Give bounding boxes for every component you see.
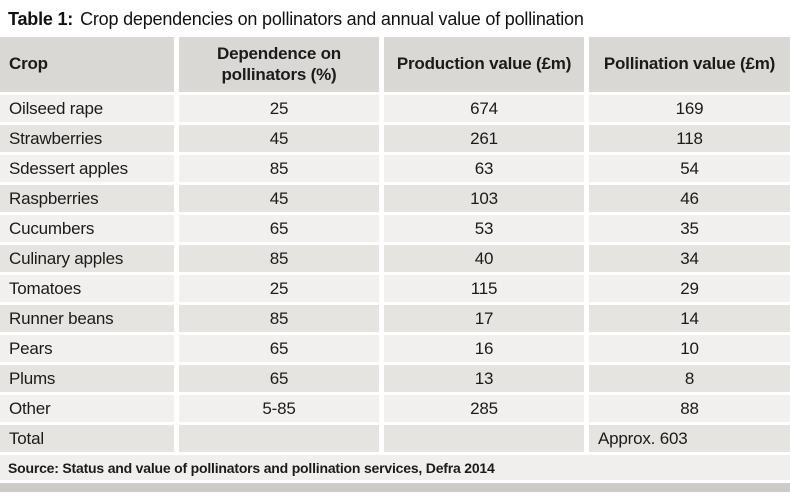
cell-pollination: 118 xyxy=(589,125,790,152)
cell-production: 261 xyxy=(384,125,584,152)
column-header-production-value: Production value (£m) xyxy=(384,37,584,92)
cell-production: 63 xyxy=(384,155,584,182)
table-row: Strawberries 45 261 118 xyxy=(0,125,790,152)
table-title-text: Crop dependencies on pollinators and ann… xyxy=(80,9,584,29)
cell-production: 53 xyxy=(384,215,584,242)
cell-dependence: 65 xyxy=(179,215,379,242)
cell-crop: Runner beans xyxy=(0,305,174,332)
cell-crop: Cucumbers xyxy=(0,215,174,242)
cell-pollination: 10 xyxy=(589,335,790,362)
table-row: Other 5-85 285 88 xyxy=(0,395,790,422)
table-row: Pears 65 16 10 xyxy=(0,335,790,362)
column-header-crop: Crop xyxy=(0,37,174,92)
cell-dependence: 25 xyxy=(179,275,379,302)
cell-crop: Raspberries xyxy=(0,185,174,212)
table-row: Runner beans 85 17 14 xyxy=(0,305,790,332)
cell-pollination: 35 xyxy=(589,215,790,242)
cell-dependence: 5-85 xyxy=(179,395,379,422)
cell-pollination: 169 xyxy=(589,95,790,122)
cell-pollination: 54 xyxy=(589,155,790,182)
column-header-dependence: Dependence on pollinators (%) xyxy=(179,37,379,92)
cell-crop: Other xyxy=(0,395,174,422)
cell-pollination: Approx. 603 xyxy=(589,425,790,452)
cell-dependence: 65 xyxy=(179,335,379,362)
table-body: Oilseed rape 25 674 169 Strawberries 45 261 118… xyxy=(0,95,790,452)
cell-pollination: 14 xyxy=(589,305,790,332)
cell-crop: Pears xyxy=(0,335,174,362)
cell-production: 40 xyxy=(384,245,584,272)
table-row: Total Approx. 603 xyxy=(0,425,790,452)
cell-crop: Culinary apples xyxy=(0,245,174,272)
cell-pollination: 88 xyxy=(589,395,790,422)
cell-dependence: 85 xyxy=(179,305,379,332)
cell-production xyxy=(384,425,584,452)
cell-production: 13 xyxy=(384,365,584,392)
column-header-pollination-value: Pollination value (£m) xyxy=(589,37,790,92)
cell-pollination: 29 xyxy=(589,275,790,302)
cell-crop: Tomatoes xyxy=(0,275,174,302)
cell-production: 16 xyxy=(384,335,584,362)
cell-dependence xyxy=(179,425,379,452)
cell-dependence: 85 xyxy=(179,245,379,272)
cell-crop: Sdessert apples xyxy=(0,155,174,182)
cell-pollination: 34 xyxy=(589,245,790,272)
cell-dependence: 25 xyxy=(179,95,379,122)
cell-production: 285 xyxy=(384,395,584,422)
cell-dependence: 45 xyxy=(179,185,379,212)
cell-crop: Total xyxy=(0,425,174,452)
cell-crop: Strawberries xyxy=(0,125,174,152)
cell-production: 115 xyxy=(384,275,584,302)
footer-bar xyxy=(0,483,790,492)
table-row: Plums 65 13 8 xyxy=(0,365,790,392)
cell-dependence: 65 xyxy=(179,365,379,392)
table-row: Culinary apples 85 40 34 xyxy=(0,245,790,272)
table-row: Tomatoes 25 115 29 xyxy=(0,275,790,302)
cell-production: 674 xyxy=(384,95,584,122)
cell-crop: Oilseed rape xyxy=(0,95,174,122)
cell-dependence: 85 xyxy=(179,155,379,182)
table-row: Raspberries 45 103 46 xyxy=(0,185,790,212)
table-header-row: Crop Dependence on pollinators (%) Produ… xyxy=(0,37,790,92)
table-row: Oilseed rape 25 674 169 xyxy=(0,95,790,122)
cell-crop: Plums xyxy=(0,365,174,392)
table-title: Table 1: Crop dependencies on pollinators… xyxy=(8,7,782,31)
table-title-label: Table 1: xyxy=(8,9,74,29)
cell-pollination: 46 xyxy=(589,185,790,212)
cell-production: 103 xyxy=(384,185,584,212)
table-row: Cucumbers 65 53 35 xyxy=(0,215,790,242)
cell-dependence: 45 xyxy=(179,125,379,152)
cell-production: 17 xyxy=(384,305,584,332)
source-line: Source: Status and value of pollinators … xyxy=(0,455,790,480)
table-row: Sdessert apples 85 63 54 xyxy=(0,155,790,182)
cell-pollination: 8 xyxy=(589,365,790,392)
